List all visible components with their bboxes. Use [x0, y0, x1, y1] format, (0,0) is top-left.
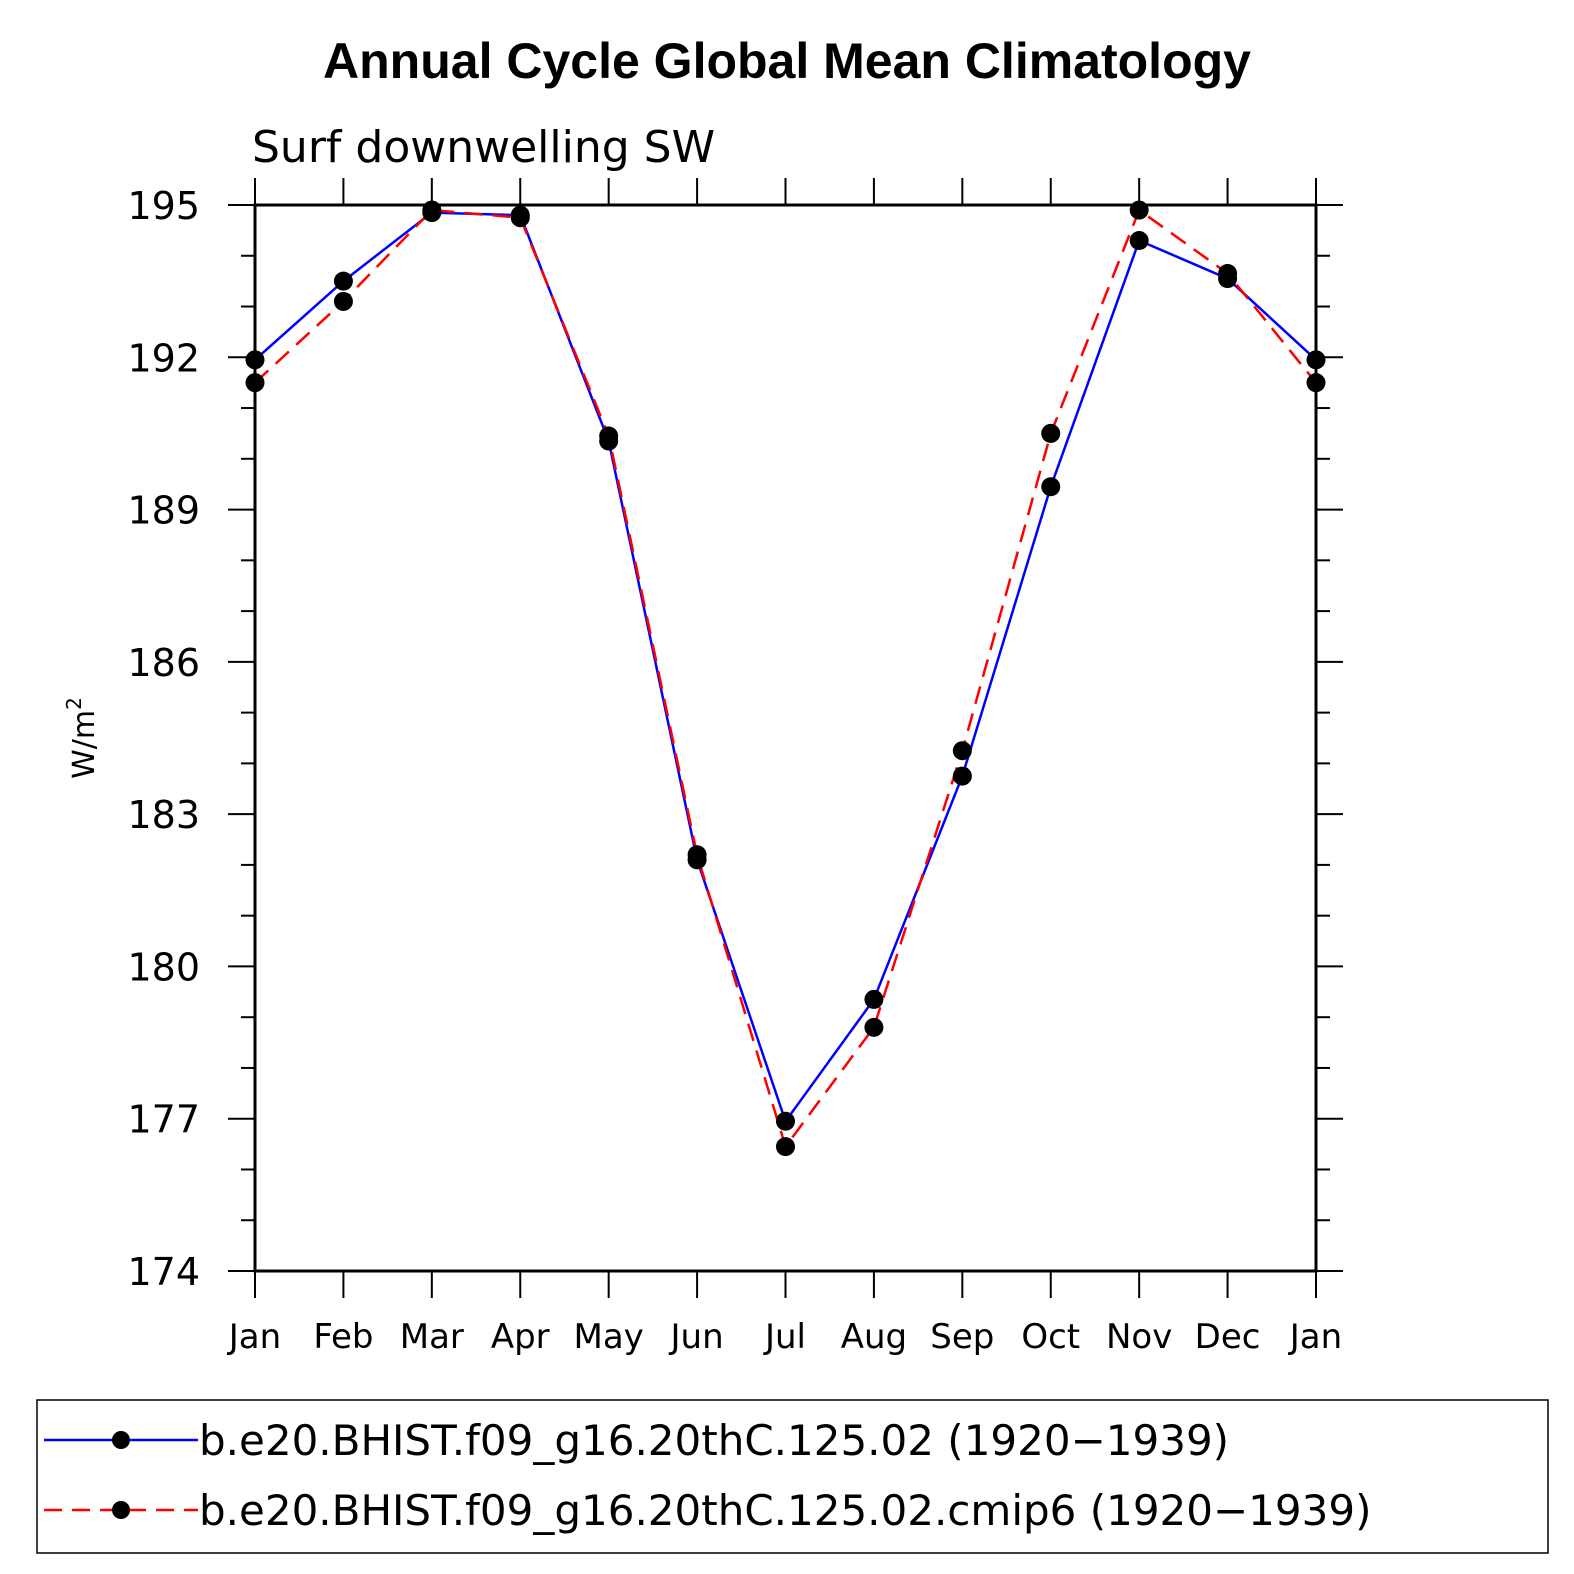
legend-marker-series-1: [112, 1431, 130, 1449]
y-axis-label-superscript: 2: [62, 697, 86, 710]
series-1-point: [952, 766, 972, 786]
x-tick-label: Jan: [227, 1317, 281, 1357]
series-2-point: [422, 200, 442, 220]
x-tick-label: Aug: [841, 1317, 907, 1357]
x-tick-label: Feb: [313, 1317, 373, 1357]
series-2-point: [510, 208, 530, 228]
y-tick-label: 180: [127, 945, 200, 989]
legend: b.e20.BHIST.f09_g16.20thC.125.02 (1920−1…: [36, 1399, 1549, 1554]
series-2-point: [1041, 423, 1061, 443]
series-1-point: [1306, 350, 1326, 370]
series-1-point: [1129, 231, 1149, 251]
y-tick-label: 195: [127, 184, 200, 228]
y-tick-labels: 174 177 180 183 186 189 192 195: [127, 184, 200, 1294]
legend-box: [36, 1399, 1549, 1554]
x-tick-labels: Jan Feb Mar Apr May Jun Jul Aug Sep Oct Nov Dec Jan: [227, 1317, 1342, 1357]
series-line-2: [254, 208, 1317, 1150]
legend-label-series-2: b.e20.BHIST.f09_g16.20thC.125.02.cmip6 (…: [199, 1486, 1371, 1535]
series-lines: [254, 208, 1317, 1150]
series-markers: [245, 200, 1326, 1157]
plot-area: [253, 203, 1318, 1273]
axis-ticks: [228, 178, 1343, 1298]
x-tick-label: Jun: [669, 1317, 724, 1357]
y-tick-label: 192: [127, 336, 200, 380]
series-2-point: [1218, 264, 1238, 284]
series-2-point: [245, 373, 265, 393]
x-tick-label: Mar: [400, 1317, 464, 1357]
series-1-point: [333, 271, 353, 291]
series-1-point: [1041, 477, 1061, 497]
y-axis-label: W/m2: [62, 697, 102, 779]
series-2-point: [687, 845, 707, 865]
series-1-point: [245, 350, 265, 370]
x-tick-label: Jul: [763, 1317, 806, 1357]
y-tick-label: 174: [127, 1250, 200, 1294]
y-axis-label-text: W/m: [67, 710, 102, 779]
x-tick-label: May: [574, 1317, 644, 1357]
x-tick-label: Oct: [1021, 1317, 1080, 1357]
chart-title: Annual Cycle Global Mean Climatology: [323, 33, 1251, 89]
x-tick-label: Jan: [1288, 1317, 1342, 1357]
plot-frame: [253, 203, 1318, 1273]
x-tick-label: Apr: [491, 1317, 550, 1357]
y-tick-label: 183: [127, 793, 200, 837]
series-2-point: [776, 1137, 795, 1157]
series-2-point: [333, 291, 353, 311]
legend-label-series-1: b.e20.BHIST.f09_g16.20thC.125.02 (1920−1…: [199, 1416, 1229, 1465]
series-1-point: [776, 1111, 795, 1131]
series-2-point: [599, 426, 619, 446]
series-2-point: [1306, 373, 1326, 393]
series-1-point: [864, 989, 884, 1009]
x-tick-label: Nov: [1106, 1317, 1172, 1357]
chart-subtitle: Surf downwelling SW: [252, 122, 715, 173]
y-tick-label: 189: [127, 489, 200, 533]
x-tick-label: Sep: [930, 1317, 994, 1357]
series-line-1: [254, 211, 1317, 1124]
series-2-point: [1129, 200, 1149, 220]
y-tick-label: 186: [127, 641, 200, 685]
series-2-point: [952, 741, 972, 761]
x-tick-label: Dec: [1195, 1317, 1261, 1357]
y-tick-label: 177: [127, 1098, 200, 1142]
series-2-point: [864, 1017, 884, 1037]
legend-marker-series-2: [112, 1501, 130, 1519]
